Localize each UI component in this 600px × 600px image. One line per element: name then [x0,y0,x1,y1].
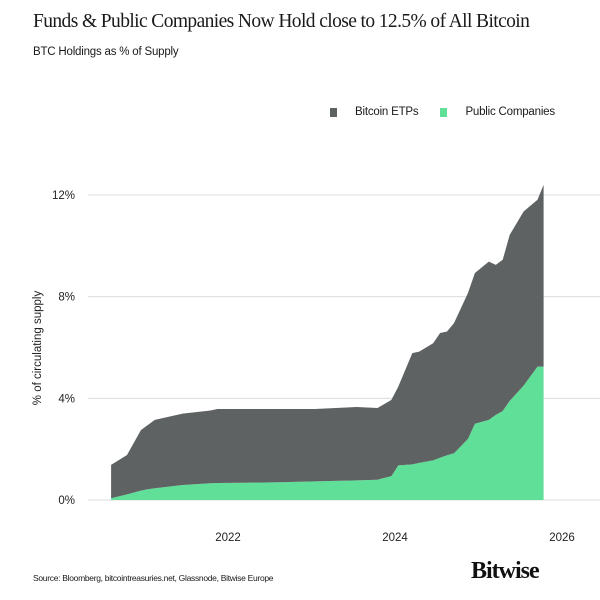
y-tick-label: 4% [58,393,75,405]
legend: Bitcoin ETPs Public Companies [330,106,555,118]
legend-label-public-companies: Public Companies [465,106,555,118]
chart-subtitle: BTC Holdings as % of Supply [33,46,179,58]
y-axis-label: % of circulating supply [32,291,44,406]
y-tick-label: 0% [58,495,75,507]
x-tick-label: 2022 [215,532,241,544]
y-tick-label: 12% [52,190,75,202]
bitwise-logo: Bitwise [471,558,540,584]
x-tick-label: 2026 [549,532,575,544]
legend-swatch-public-companies [440,107,448,117]
x-tick-label: 2024 [382,532,408,544]
chart-title: Funds & Public Companies Now Hold close … [33,11,530,32]
legend-swatch-etps [330,107,337,117]
area-bitcoin-etps [111,184,544,499]
legend-label-etps: Bitcoin ETPs [355,106,419,118]
y-tick-label: 8% [58,292,75,304]
source-note: Source: Bloomberg, bitcointreasuries.net… [33,573,274,583]
area-public-companies [111,366,544,500]
